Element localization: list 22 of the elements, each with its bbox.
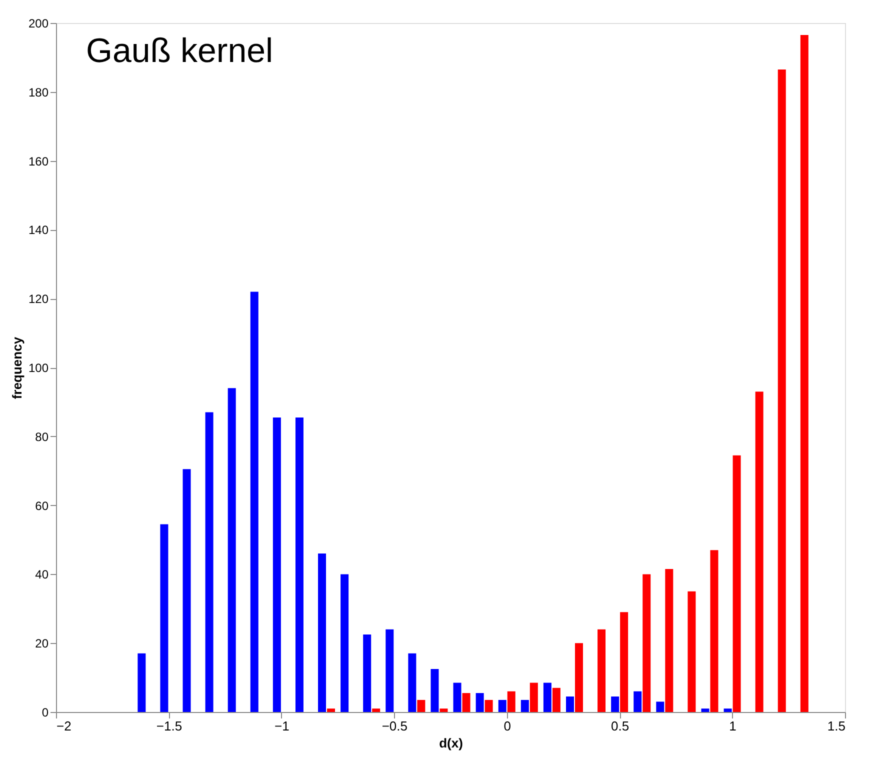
x-tick-label: −2: [56, 718, 72, 734]
y-tick-label: 160: [28, 154, 49, 168]
x-tick-label: 1: [729, 718, 736, 734]
x-tick-label: −0.5: [382, 718, 408, 734]
y-tick-label: 180: [28, 85, 49, 100]
y-tick-label: 140: [28, 223, 49, 238]
y-tick-label: 0: [42, 706, 49, 720]
x-tick-label: −1: [274, 718, 290, 734]
y-tick-label: 40: [35, 568, 49, 582]
x-tick-label: 1.5: [827, 718, 846, 734]
y-tick-label: 100: [28, 361, 49, 375]
x-tick-label: 0.5: [611, 718, 630, 734]
y-tick-label: 200: [28, 16, 49, 30]
x-tick-label: 0: [504, 718, 511, 734]
x-axis-title: d(x): [439, 736, 463, 750]
y-tick-label: 80: [35, 430, 49, 444]
y-tick-label: 20: [35, 636, 49, 651]
y-tick-label: 60: [35, 498, 49, 513]
y-tick-label: 120: [28, 292, 49, 306]
y-axis-title: frequency: [9, 336, 24, 400]
x-tick-label: −1.5: [156, 718, 182, 734]
chart-title: Gauß kernel: [86, 32, 274, 70]
